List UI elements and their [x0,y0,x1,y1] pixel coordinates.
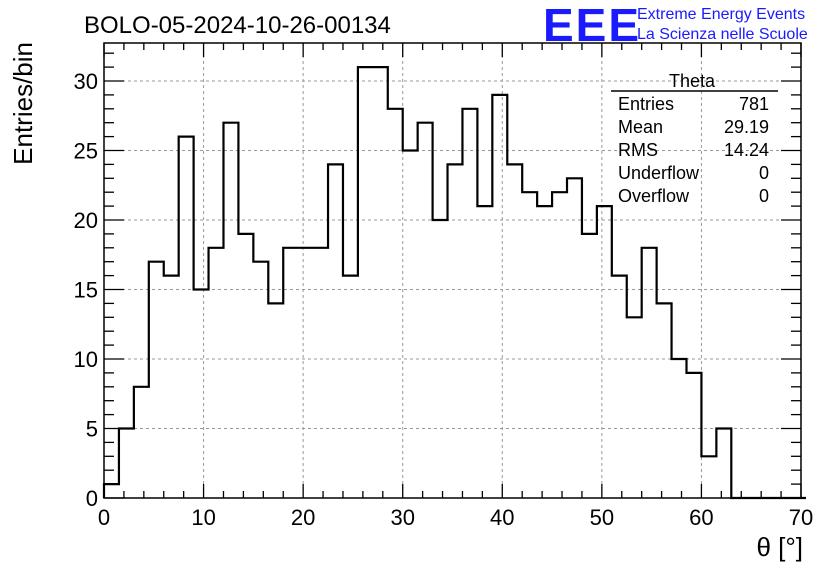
x-tick-label: 0 [98,505,110,530]
y-axis-title: Entries/bin [8,42,38,165]
y-tick-label: 20 [74,208,98,233]
x-tick-label: 30 [390,505,414,530]
x-tick-label: 50 [590,505,614,530]
stats-box: Theta Entries 781 Mean 29.19 RMS 14.24 Underfl… [611,71,778,206]
x-tick-label: 70 [789,505,813,530]
stats-label: Overflow [618,186,690,206]
y-tick-label: 15 [74,278,98,303]
y-tick-label: 0 [86,486,98,511]
histogram-line [102,66,806,500]
plot-frame [103,42,802,499]
x-tick-label: 40 [490,505,514,530]
stats-label: Mean [618,117,663,137]
stats-value: 29.19 [724,117,769,137]
stats-value: 0 [759,186,769,206]
x-axis-title: θ [°] [756,532,803,562]
x-tick-labels: 0 10 20 30 40 50 60 70 [98,505,813,530]
stats-value: 14.24 [724,140,769,160]
x-tick-label: 60 [689,505,713,530]
logo-line2: La Scienza nelle Scuole [637,26,808,43]
grid-lines [104,43,801,498]
y-tick-label: 30 [74,69,98,94]
chart-title: BOLO-05-2024-10-26-00134 [84,12,391,39]
x-tick-label: 10 [191,505,215,530]
y-tick-labels: 0 5 10 15 20 25 30 [74,69,98,511]
stats-value: 781 [739,94,769,114]
stats-label: Entries [618,94,674,114]
stats-label: RMS [618,140,658,160]
eee-logo: EEE Extreme Energy Events La Scienza nel… [543,0,808,51]
stats-label: Underflow [618,163,700,183]
stats-value: 0 [759,163,769,183]
x-tick-label: 20 [291,505,315,530]
stats-title: Theta [669,71,716,91]
y-tick-label: 5 [86,417,98,442]
axis-ticks [103,43,802,499]
stats-rows: Entries 781 Mean 29.19 RMS 14.24 Underflow 0 Ove… [618,94,769,206]
y-tick-label: 10 [74,347,98,372]
y-tick-label: 25 [74,139,98,164]
logo-line1: Extreme Energy Events [637,6,805,23]
